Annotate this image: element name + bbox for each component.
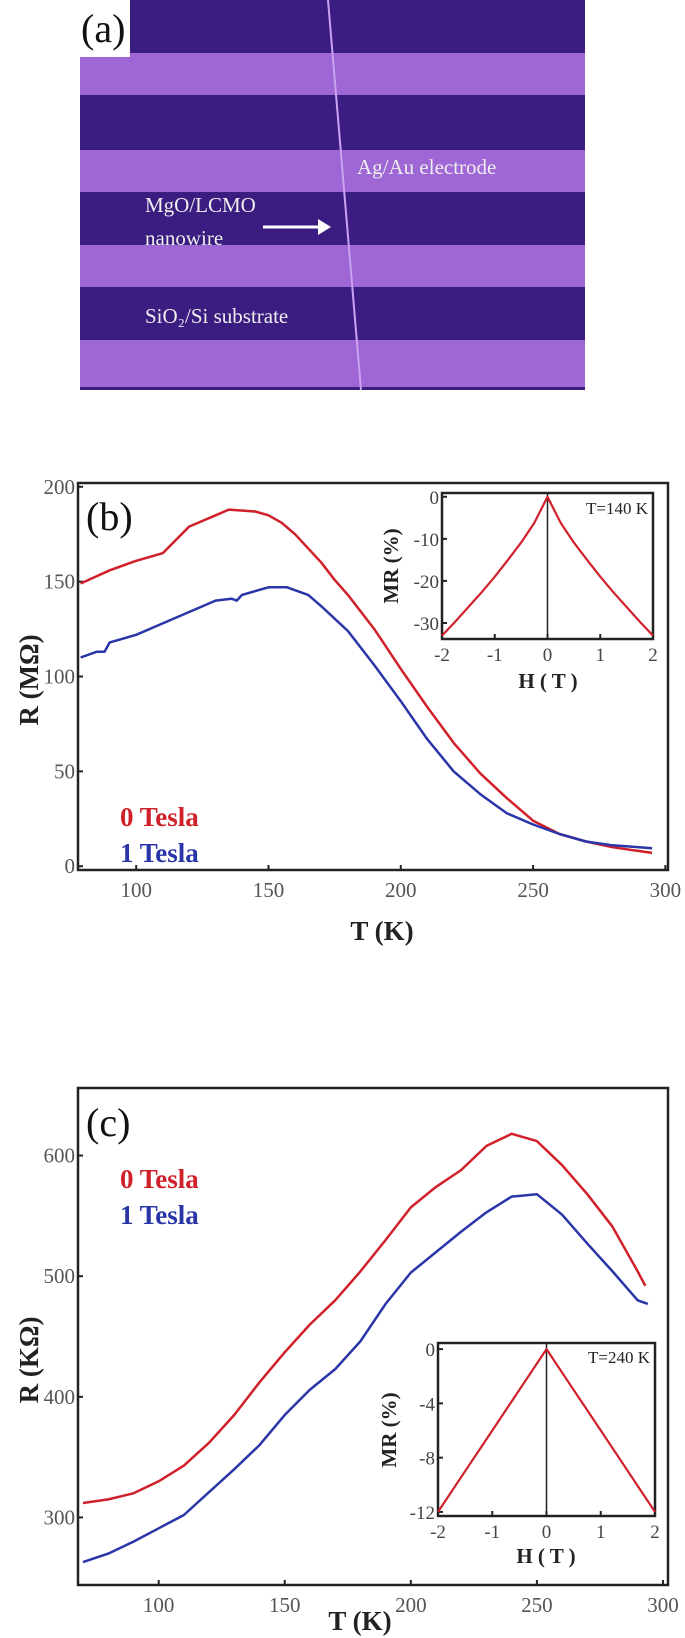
series-line-1-tesla — [82, 1192, 649, 1564]
x-axis-label: T (K) — [350, 916, 413, 946]
x-tick-label: -1 — [484, 1522, 500, 1543]
y-tick-label: 100 — [44, 665, 76, 689]
arrow-icon — [263, 219, 331, 235]
x-tick-label: -2 — [430, 1522, 446, 1543]
electrode-stripe — [80, 245, 585, 287]
x-tick-label: 300 — [647, 1593, 679, 1617]
legend-0-tesla: 0 Tesla — [120, 1164, 199, 1194]
y-tick-label: -4 — [419, 1394, 435, 1415]
x-tick-label: 2 — [650, 1522, 660, 1543]
y-tick-label: 150 — [44, 570, 76, 594]
panel-b-label: (b) — [86, 494, 133, 539]
inset-x-axis-label: H ( T ) — [518, 669, 577, 693]
nanowire-annotation-line2: nanowire — [145, 226, 223, 250]
x-tick-label: 0 — [542, 1522, 552, 1543]
y-tick-label: 600 — [44, 1144, 76, 1168]
y-tick-label: 0 — [426, 1340, 436, 1361]
electrode-stripe — [80, 150, 585, 192]
legend-1-tesla: 1 Tesla — [120, 838, 199, 868]
series-line-mr — [441, 495, 654, 637]
panel-label-box — [78, 0, 130, 57]
legend-0-tesla: 0 Tesla — [120, 802, 199, 832]
y-tick-label: 0 — [65, 854, 76, 878]
x-tick-label: 1 — [596, 1522, 606, 1543]
y-tick-label: -30 — [414, 614, 439, 635]
micrograph-panel-a: (a) Ag/Au electrode MgO/LCMO nanowire Si… — [78, 0, 585, 391]
panel-a-label: (a) — [81, 6, 125, 51]
y-tick-label: 200 — [44, 475, 76, 499]
y-axis-label: R (KΩ) — [14, 1317, 44, 1404]
x-tick-label: 100 — [143, 1593, 175, 1617]
electrode-stripe — [80, 340, 585, 387]
x-tick-label: -1 — [487, 645, 503, 666]
inset-x-axis-label: H ( T ) — [516, 1544, 575, 1568]
x-tick-label: -2 — [434, 645, 450, 666]
y-tick-label: 300 — [44, 1505, 76, 1529]
series-line-0-tesla — [82, 1132, 647, 1505]
y-tick-label: 0 — [430, 488, 440, 509]
x-tick-label: 250 — [517, 878, 549, 902]
electrode-annotation: Ag/Au electrode — [357, 155, 496, 179]
y-axis-label: R (MΩ) — [14, 634, 44, 725]
nanowire-annotation-line1: MgO/LCMO — [145, 193, 256, 217]
legend-1-tesla: 1 Tesla — [120, 1200, 199, 1230]
series-line-mr — [437, 1347, 656, 1513]
inset-annotation: T=140 K — [586, 499, 649, 518]
inset-annotation: T=240 K — [588, 1348, 651, 1367]
x-axis-label: T (K) — [328, 1606, 391, 1636]
inset-chart-b: -2 -1 0 1 20-10-20-30 — [414, 488, 658, 666]
substrate-annotation: SiO₂/Si substrate — [145, 304, 288, 328]
y-tick-label: 400 — [44, 1385, 76, 1409]
inset-y-axis-label: MR (%) — [377, 1392, 401, 1467]
inset-chart-c: -2 -1 0 1 2 0 -4 -8 -12 — [410, 1340, 660, 1543]
x-tick-label: 2 — [648, 645, 658, 666]
y-tick-label: -8 — [419, 1449, 435, 1470]
nanowire-line — [327, 0, 362, 391]
panel-c-label: (c) — [86, 1100, 130, 1145]
y-tick-label: 500 — [44, 1264, 76, 1288]
y-tick-label: -10 — [414, 530, 439, 551]
x-tick-label: 200 — [385, 878, 417, 902]
x-tick-label: 250 — [521, 1593, 553, 1617]
x-tick-label: 0 — [543, 645, 553, 666]
x-tick-label: 300 — [650, 878, 682, 902]
x-tick-label: 150 — [253, 878, 285, 902]
inset-y-axis-label: MR (%) — [379, 528, 403, 603]
x-tick-label: 200 — [395, 1593, 427, 1617]
x-tick-label: 150 — [269, 1593, 301, 1617]
y-tick-label: -12 — [410, 1503, 435, 1524]
y-tick-label: 50 — [54, 759, 75, 783]
y-tick-label: -20 — [414, 572, 439, 593]
x-tick-label: 1 — [596, 645, 606, 666]
series-line-1-tesla — [80, 586, 653, 850]
x-tick-label: 100 — [120, 878, 152, 902]
